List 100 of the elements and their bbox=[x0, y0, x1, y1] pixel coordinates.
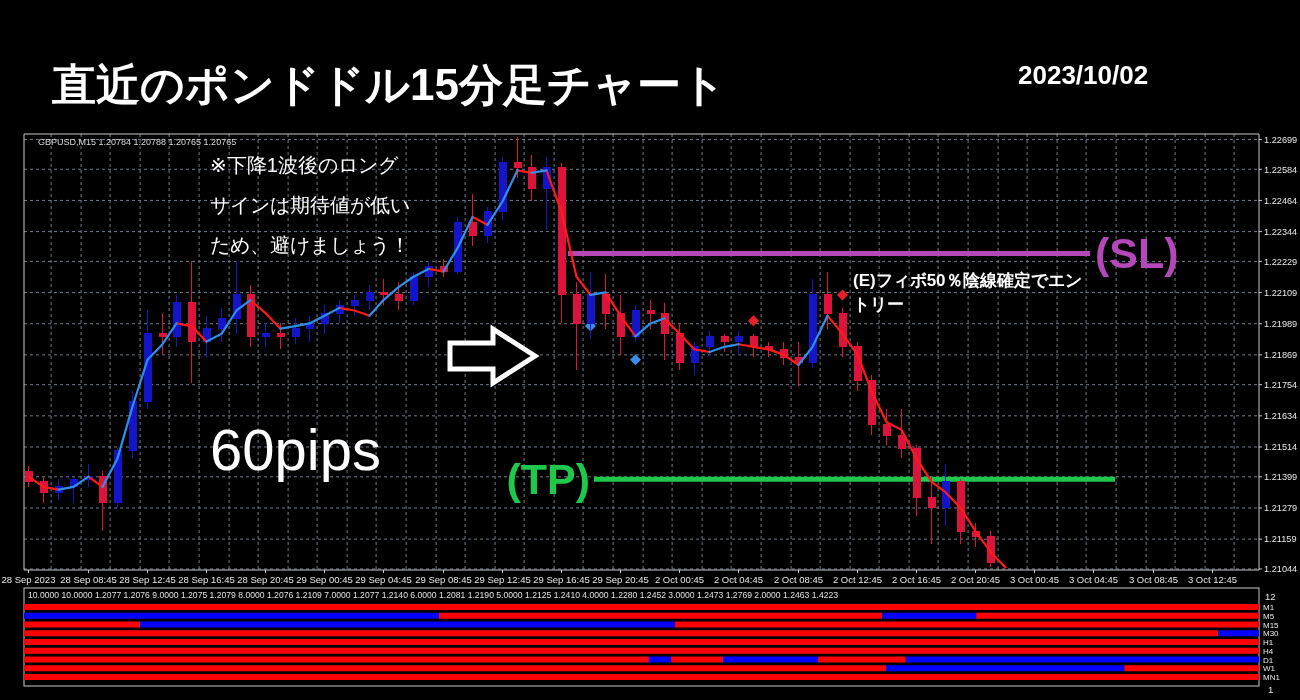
candlestick bbox=[453, 216, 462, 275]
candlestick bbox=[838, 307, 847, 358]
candlestick bbox=[409, 271, 418, 306]
candlestick bbox=[246, 284, 255, 348]
bar bbox=[24, 656, 649, 663]
candlestick bbox=[882, 408, 891, 446]
chart-subtitle: GBPUSD,M15 1.20784 1.20788 1.20765 1.20765 bbox=[38, 137, 237, 147]
y-tick-label: D1 bbox=[1263, 655, 1274, 665]
bar bbox=[886, 665, 1125, 672]
candlestick bbox=[513, 136, 522, 179]
candlestick bbox=[291, 317, 300, 345]
x-tick-label: 3 Oct 08:45 bbox=[1128, 574, 1179, 585]
candlestick bbox=[808, 278, 817, 369]
annotation: 60pips bbox=[210, 417, 381, 482]
candlestick bbox=[276, 322, 285, 350]
bar bbox=[671, 656, 724, 663]
candlestick bbox=[749, 333, 758, 358]
y-tick-label: 1.21634 bbox=[1264, 411, 1298, 422]
x-tick-label: 29 Sep 04:45 bbox=[355, 574, 412, 585]
y-tick-label: 1.21399 bbox=[1264, 472, 1298, 483]
candlestick bbox=[734, 330, 743, 356]
bar bbox=[24, 604, 1259, 610]
candlestick bbox=[261, 322, 270, 348]
y-tick-label: H1 bbox=[1263, 638, 1274, 647]
bar bbox=[24, 674, 1259, 680]
candlestick bbox=[468, 193, 477, 247]
x-tick-label: 2 Oct 00:45 bbox=[654, 574, 705, 585]
x-tick-label: 28 Sep 16:45 bbox=[178, 574, 235, 585]
x-tick-label: 28 Sep 08:45 bbox=[60, 574, 117, 585]
x-tick-label: 3 Oct 12:45 bbox=[1187, 574, 1238, 585]
candlestick bbox=[794, 341, 803, 387]
y-tick-label: M5 bbox=[1263, 611, 1275, 621]
y-tick-label: 1.22229 bbox=[1264, 256, 1298, 267]
bar bbox=[818, 656, 906, 663]
candlestick bbox=[941, 463, 950, 527]
candlestick bbox=[616, 294, 625, 356]
candlestick bbox=[956, 478, 965, 545]
x-tick-label: 28 Sep 20:45 bbox=[237, 574, 294, 585]
y-tick-label: 1.22109 bbox=[1264, 287, 1298, 298]
y-tick-label: 1.22699 bbox=[1264, 134, 1298, 145]
bar bbox=[24, 665, 887, 672]
candlestick bbox=[158, 312, 167, 356]
bar bbox=[674, 621, 1259, 628]
candlestick bbox=[172, 294, 181, 348]
annotation: (E)フィボ50％陰線確定でエントリー bbox=[853, 271, 1082, 314]
bar bbox=[648, 656, 672, 663]
y-tick-label: 1.21989 bbox=[1264, 319, 1298, 330]
y-tick-label: 1.21754 bbox=[1264, 380, 1298, 390]
x-tick-label: 2 Oct 20:45 bbox=[950, 574, 1001, 585]
chart-title: 10.0000 10.0000 1.2077 1.2076 9.0000 1.2075 1.2079 8.0000 1.2076 1.2109 7.0000 1.2077 1.2140 6.0000 1.2081 1.2190 5.0000 1.2125 1.2410 4.0000 1.2280 1.2452 3.0000 1.2473 1.2769 2.0000 1.2463 1.4223 bbox=[28, 590, 839, 600]
y-tick-label: 1.22344 bbox=[1264, 226, 1298, 237]
x-tick-label: 29 Sep 08:45 bbox=[415, 574, 472, 585]
candlestick bbox=[927, 476, 936, 545]
x-tick-label: 3 Oct 04:45 bbox=[1068, 574, 1119, 585]
x-tick-label: 2 Oct 12:45 bbox=[832, 574, 883, 585]
y-tick-label: MN1 bbox=[1263, 673, 1281, 682]
candlestick bbox=[557, 162, 566, 324]
x-tick-label: 2 Oct 08:45 bbox=[773, 574, 824, 585]
y-tick-label: M1 bbox=[1263, 603, 1275, 612]
candlestick bbox=[646, 299, 655, 330]
y-tick-label: 1.21514 bbox=[1264, 442, 1298, 453]
candlestick bbox=[572, 281, 581, 371]
candlestick bbox=[527, 154, 536, 202]
candlestick bbox=[350, 294, 359, 317]
bar bbox=[905, 656, 1259, 663]
x-tick-label: 2 Oct 16:45 bbox=[891, 574, 942, 585]
bar bbox=[1218, 630, 1259, 637]
x-tick-label: 2 Oct 04:45 bbox=[713, 574, 764, 585]
chart-title: 直近のポンドドル15分足チャート bbox=[51, 60, 726, 109]
point bbox=[630, 354, 641, 366]
candlestick bbox=[217, 307, 226, 343]
x-tick-label: 29 Sep 12:45 bbox=[474, 574, 531, 585]
y-tick-label: 1.22464 bbox=[1264, 195, 1298, 206]
bar bbox=[24, 621, 141, 628]
y-tick-label: 1.21159 bbox=[1264, 534, 1297, 545]
bar bbox=[24, 639, 1259, 645]
candlestick bbox=[365, 284, 374, 311]
x-tick-label: 29 Sep 16:45 bbox=[533, 574, 590, 585]
bar bbox=[24, 630, 1219, 637]
bar bbox=[1124, 665, 1260, 672]
x-tick-label: 29 Sep 20:45 bbox=[592, 574, 649, 585]
candlestick bbox=[498, 156, 507, 221]
candlestick bbox=[113, 447, 122, 509]
x-tick-label: 29 Sep 00:45 bbox=[296, 574, 353, 585]
candlestick bbox=[660, 302, 669, 361]
y-tick-label: H4 bbox=[1263, 646, 1274, 656]
y-tick-label: M15 bbox=[1263, 620, 1280, 630]
annotation: ※下降1波後のロングサインは期待値が低いため、避けましょう！ bbox=[210, 154, 410, 256]
x-tick-label: 28 Sep 12:45 bbox=[119, 574, 176, 585]
x-tick-label: 3 Oct 00:45 bbox=[1009, 574, 1060, 585]
bar bbox=[140, 621, 675, 628]
point bbox=[837, 289, 848, 301]
y-tick-label: W1 bbox=[1263, 664, 1276, 674]
y-tick-label: M30 bbox=[1263, 629, 1280, 639]
candlestick bbox=[675, 322, 684, 371]
candlestick bbox=[394, 281, 403, 311]
candlestick bbox=[897, 408, 906, 459]
text: 12 bbox=[1265, 591, 1276, 602]
candlestick bbox=[128, 390, 137, 459]
point bbox=[748, 315, 759, 327]
